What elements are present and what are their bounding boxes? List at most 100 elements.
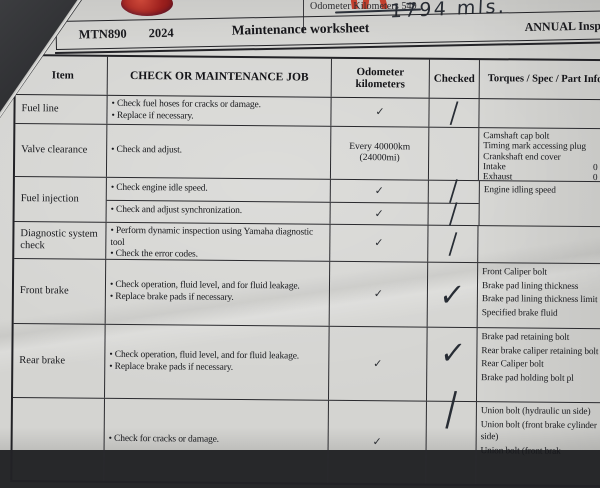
subrow: • Check engine idle speed. ✓ / [106,174,479,208]
header-odometer: Odometer kilometers [331,58,430,98]
torques-cell [478,226,600,264]
item-text: Fuel line [21,103,59,115]
item-text: Rear brake [19,354,66,366]
table-row-diagnostic-system-check: Diagnostic system check • Perform dynami… [14,222,600,265]
torque-spec-line: Front Caliper bolt [482,267,547,278]
torques-cell: Union bolt (hydraulic un side) Union bol… [476,402,600,486]
job-cell: • Check operation, fluid level, and for … [105,259,331,326]
torques-cell [479,99,600,129]
model-code: MTN890 [78,26,127,42]
torques-cell: Engine idling speed [478,181,600,227]
torque-spec-label: Intake [482,161,506,173]
item-label [12,398,105,481]
printed-check-mark: ✓ [373,356,383,370]
torque-spec-line: Union bolt (front brake cylinder side) [480,419,597,443]
job-cell: • Check engine idle speed. [106,177,331,202]
table-header-row: Item CHECK OR MAINTENANCE JOB Odometer k… [15,56,600,101]
odometer-cell: ✓ [330,202,429,225]
torques-cell: Camshaft cap bolt Timing mark accessing … [479,128,600,183]
job-line: • Replace brake pads if necessary. [109,291,234,303]
torque-spec-line: Specified brake fluid [481,307,558,319]
header-job: CHECK OR MAINTENANCE JOB [107,56,332,97]
handwritten-check-mark: ✓ [438,334,468,372]
torque-spec-line: Union bolt (front brak [480,445,561,457]
maintenance-table: Item CHECK OR MAINTENANCE JOB Odometer k… [10,54,600,488]
item-text: Valve clearance [21,144,88,156]
table-row-front-brake: Front brake • Check operation, fluid lev… [13,259,600,330]
printed-check-mark: ✓ [374,184,384,198]
job-cell: • Check for cracks or damage. [104,398,329,483]
odometer-label-text: Odometer Kilometers [310,1,399,12]
printed-check-mark: ✓ [375,105,385,119]
item-label: Fuel injection [14,177,107,222]
handwritten-check-mark: / [445,382,458,438]
item-label: Rear brake [13,324,106,398]
odometer-cell: ✓ [330,224,429,262]
torque-spec-value: 0 [592,162,598,173]
job-cell: • Check operation, fluid level, and for … [105,324,330,400]
subrow-group: • Check engine idle speed. ✓ / • Check a… [106,174,479,231]
torque-spec-line: Brake pad retaining bolt [481,332,570,343]
job-cell: • Check and adjust. [106,124,332,179]
table-row-valve-clearance: Valve clearance • Check and adjust. Ever… [14,124,600,183]
job-cell: • Check and adjust synchronization. [106,200,331,224]
torque-spec-line: Brake pad lining thickness [481,280,579,292]
torques-cell: Front Caliper bolt Brake pad lining thic… [478,263,600,329]
odometer-label: Odometer Kilometers 549 [310,1,417,12]
handwritten-check-mark: / [448,196,459,231]
checked-cell: / [429,196,479,230]
subrow: • Check and adjust synchronization. ✓ / [106,196,479,231]
job-line: • Check engine idle speed. [110,182,208,194]
item-text: Fuel injection [20,193,79,205]
odometer-cell: ✓ [329,261,429,327]
item-label: Front brake [13,259,107,324]
header-torques: Torques / Spec / Part Inform [487,72,600,86]
torque-spec-line: Union bolt (hydraulic un side) [480,406,591,418]
item-label: Fuel line [15,95,108,124]
item-text: Front brake [19,285,69,297]
printed-check-mark: ✓ [374,236,384,250]
job-line: • Check and adjust. [111,145,182,156]
checked-cell [428,127,480,181]
table-row-fuel-injection: Fuel injection • Check engine idle speed… [14,174,600,231]
torque-spec-line: Rear brake caliper retaining bolt [481,345,599,357]
torque-spec-line: Brake pad lining thickness limit [481,294,598,306]
item-label: Valve clearance [14,124,108,177]
job-cell: • Check fuel hoses for cracks or damage.… [107,95,332,126]
handwritten-check-mark: / [449,94,459,130]
item-text: Diagnostic system check [20,228,98,252]
job-cell: • Perform dynamic inspection using Yamah… [106,222,331,261]
odometer-cell: ✓ [328,326,428,401]
odometer-cell: ✓ [331,97,430,127]
job-line: • Check and adjust synchronization. [110,205,242,217]
printed-check-mark: ✓ [374,206,384,220]
checked-cell: ✓ [427,262,479,328]
torque-spec-line: Engine idling speed [483,185,556,196]
paper-sheet [0,0,600,450]
checked-cell: / [426,382,477,485]
odometer-cell: ✓ [330,179,429,203]
torques-cell: Brake pad retaining bolt Rear brake cali… [477,328,600,403]
job-line: • Replace if necessary. [111,110,194,122]
handwritten-check-mark: ✓ [437,275,468,314]
annual-inspection-label: ANNUAL Inspec [524,18,600,34]
torque-spec-line: Brake pad holding bolt pl [481,372,574,384]
odometer-cell: ✓ [328,400,427,484]
table-row-rear-brake: Rear brake • Check operation, fluid leve… [12,324,600,404]
job-line: • Check for cracks or damage. [108,434,219,446]
torque-spec-line: Rear Caliper bolt [481,359,544,370]
model-year: 2024 [148,25,174,41]
odometer-struck-value: 549 [401,1,417,12]
header-checked: Checked [429,59,480,99]
printed-check-mark: ✓ [372,435,382,449]
brand-wordmark-partial-icon [351,0,388,9]
checked-cell: / [428,225,479,263]
checked-cell: / [429,94,480,130]
yamaha-logo-icon [121,0,173,16]
item-label: Diagnostic system check [14,222,107,259]
job-line: • Perform dynamic inspection using Yamah… [110,225,314,248]
sheet-title: Maintenance worksheet [231,19,370,38]
printed-check-mark: ✓ [373,287,384,301]
handwritten-check-mark: / [448,225,458,261]
job-line: • Replace brake pads if necessary. [109,361,234,373]
